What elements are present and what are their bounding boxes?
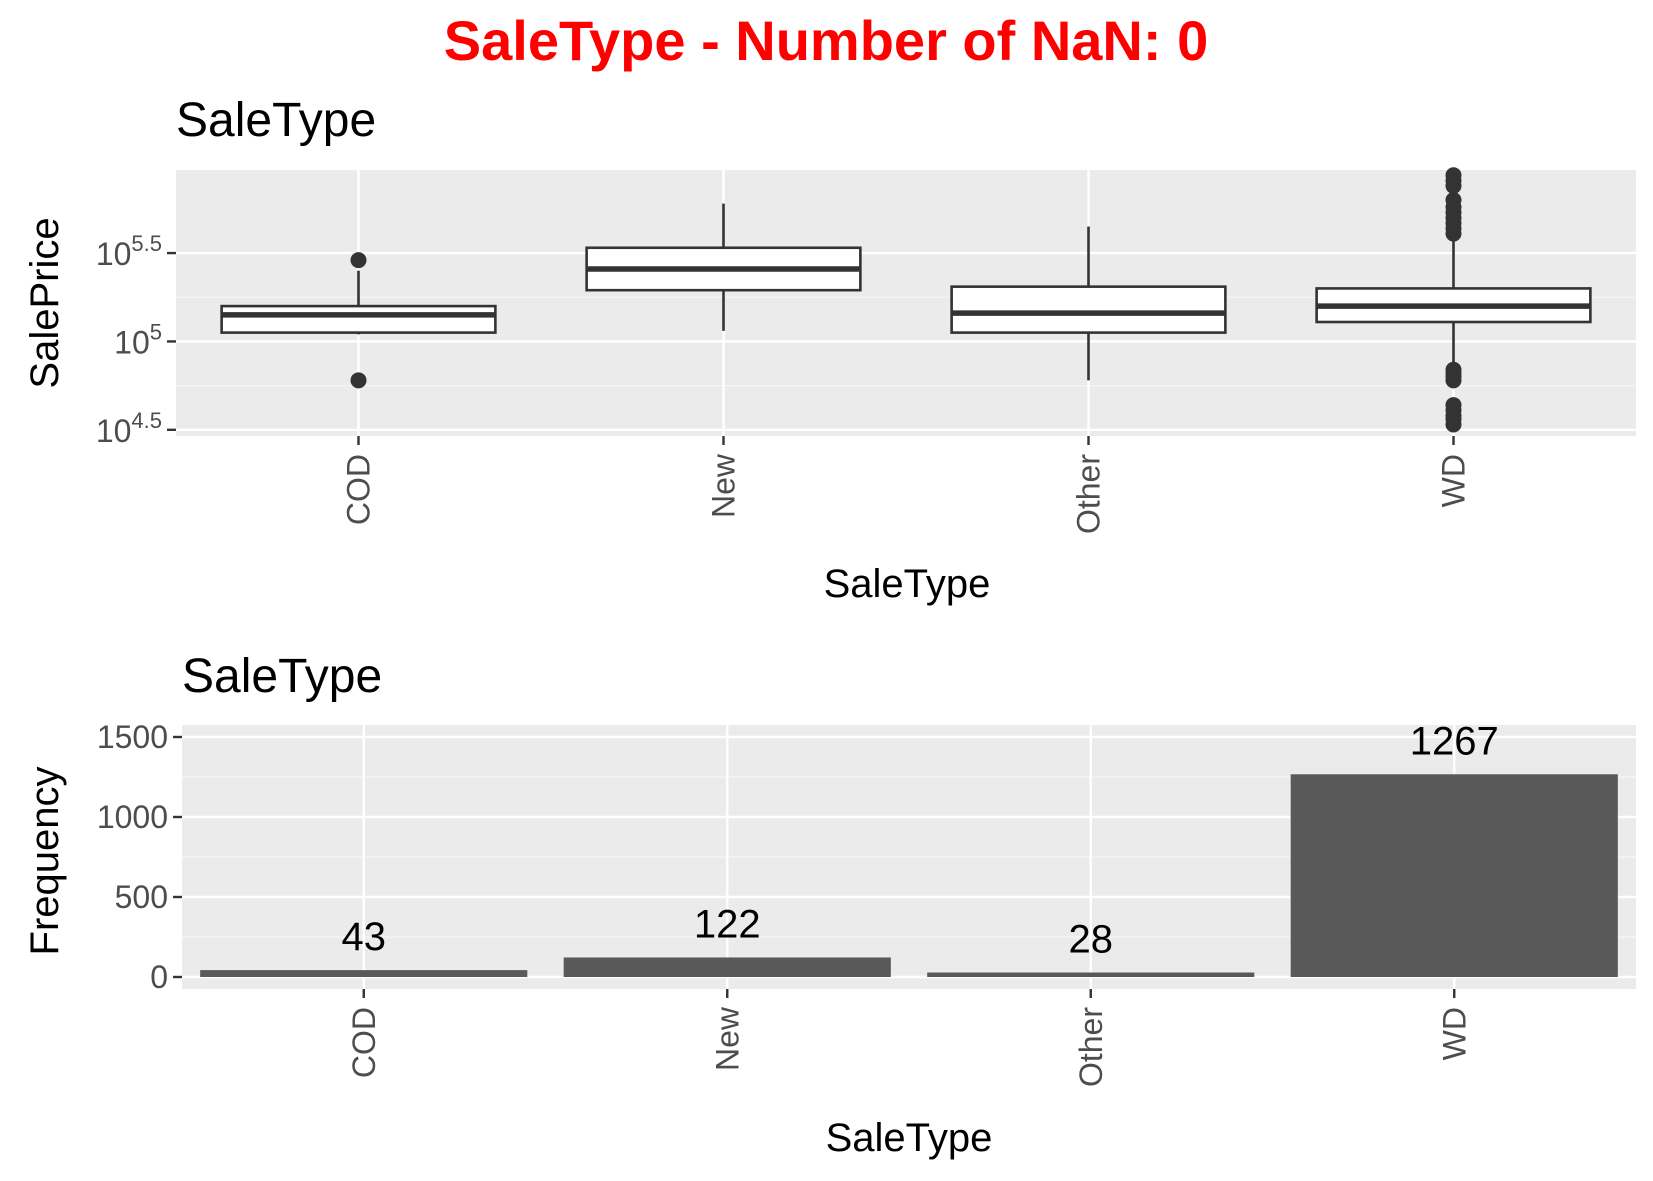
barchart-x-tick-label-other: Other [1073,1007,1109,1087]
barchart-frequency-by-saletype: SaleType 43 122 28 1267 0 500 1000 1500 COD New O… [23,650,1636,1160]
boxplot-box-cod [220,304,497,334]
boxplot-outlier-wd [1445,192,1462,209]
barchart-y-axis-title: Frequency [23,767,67,956]
barchart-y-tick-label: 1000 [97,799,168,835]
boxplot-y-tick-label: 105.5 [96,231,162,272]
bar-value-label-new: 122 [694,902,761,946]
barchart-x-axis-title: SaleType [826,1116,993,1160]
boxplot-axes: 104.5 105 105.5 COD New Other WD [96,231,1472,534]
bar-cod [200,970,528,977]
bar-value-label-wd: 1267 [1410,719,1499,763]
bar-value-label-cod: 43 [342,915,387,959]
barchart-y-tick-label: 0 [150,959,168,995]
barchart-x-tick-label-cod: COD [346,1007,382,1078]
main-title: SaleType - Number of NaN: 0 [444,9,1208,72]
boxplot-title: SaleType [176,94,376,147]
boxplot-outlier-cod [350,372,367,389]
boxplot-x-tick-label-cod: COD [341,454,377,525]
barchart-x-tick-label-wd: WD [1436,1007,1472,1060]
boxplot-outlier-wd [1445,167,1462,184]
bar-other [927,972,1255,977]
boxplot-marks [220,167,1592,433]
barchart-y-tick-label: 500 [115,879,168,915]
boxplot-y-tick-label: 104.5 [96,408,162,449]
boxplot-y-axis-title: SalePrice [23,217,67,388]
boxplot-saleprice-by-saletype: SaleType 104.5 105 105.5 COD New Other WD Sale… [23,94,1636,606]
barchart-y-tick-label: 1500 [97,719,168,755]
bar-wd [1290,774,1618,977]
boxplot-x-axis-title: SaleType [824,562,991,606]
barchart-x-tick-label-new: New [709,1006,745,1071]
boxplot-x-tick-label-new: New [706,453,742,518]
barchart-title: SaleType [182,650,382,703]
boxplot-x-tick-label-wd: WD [1436,454,1472,507]
boxplot-outlier-wd [1445,397,1462,414]
barchart-marks: 43 122 28 1267 [200,719,1618,977]
boxplot-x-tick-label-other: Other [1071,454,1107,534]
boxplot-y-tick-label: 105 [114,319,162,360]
boxplot-box-other [950,285,1227,334]
barchart-axes: 0 500 1000 1500 COD New Other WD [97,719,1472,1087]
boxplot-outlier-wd [1445,361,1462,378]
bar-new [563,957,891,977]
boxplot-outlier-cod [350,252,367,269]
bar-value-label-other: 28 [1069,918,1114,962]
